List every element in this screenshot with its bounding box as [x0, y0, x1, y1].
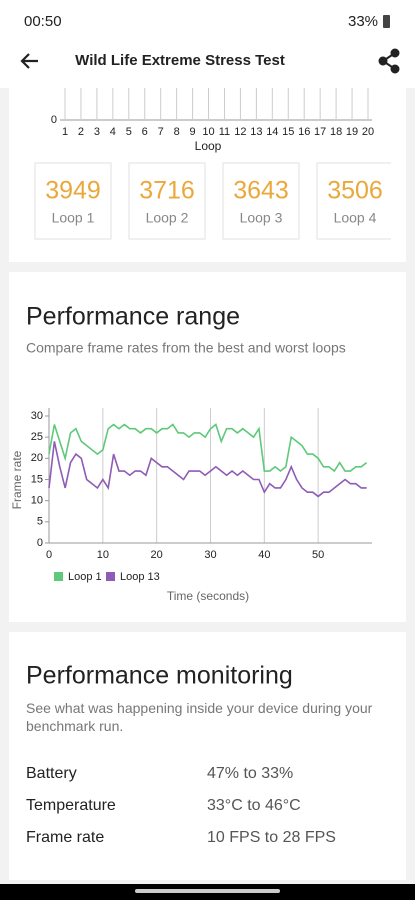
- y-tick-label: 5: [37, 516, 43, 528]
- loop-label: Loop 2: [146, 210, 189, 226]
- x-tick-label: 4: [110, 126, 116, 138]
- row-value: 10 FPS to 28 FPS: [207, 829, 336, 846]
- row-value: 47% to 33%: [207, 765, 293, 782]
- series-line: [48, 423, 368, 473]
- x-tick-label: 3: [94, 126, 100, 138]
- x-tick-label: 12: [234, 126, 246, 138]
- x-tick-label: 5: [126, 126, 132, 138]
- x-tick-label: 30: [204, 549, 216, 561]
- x-tick-label: 14: [266, 126, 278, 138]
- x-tick-label: 15: [282, 126, 294, 138]
- y-axis-label: Frame rate: [10, 450, 24, 509]
- x-tick-label: 1: [62, 126, 68, 138]
- header-bg: [0, 0, 415, 88]
- loop-score: 3949: [45, 177, 101, 205]
- y-tick-label: 15: [31, 473, 43, 485]
- y-tick-label: 0: [37, 537, 43, 549]
- x-tick-label: 10: [97, 549, 109, 561]
- y-tick-label: 0: [51, 114, 57, 126]
- loop-card: [316, 162, 394, 240]
- x-tick-label: 19: [346, 126, 358, 138]
- loop-label: Loop 4: [334, 210, 377, 226]
- y-tick-label: 25: [31, 431, 43, 443]
- x-tick-label: 0: [46, 549, 52, 561]
- legend-swatch: [54, 572, 63, 581]
- y-tick-label: 10: [31, 495, 43, 507]
- x-tick-label: 40: [258, 549, 270, 561]
- card-fade: [391, 160, 406, 242]
- battery-icon: [383, 15, 390, 28]
- y-tick-label: 20: [31, 452, 43, 464]
- status-time: 00:50: [24, 13, 62, 30]
- monitoring-card: [9, 632, 406, 880]
- loop-card: [34, 162, 112, 240]
- x-tick-label: 13: [250, 126, 262, 138]
- loop-score: 3643: [233, 177, 289, 205]
- row-label: Temperature: [26, 797, 116, 814]
- x-tick-label: 20: [151, 549, 163, 561]
- x-axis-label: Time (seconds): [167, 589, 249, 603]
- x-tick-label: 6: [142, 126, 148, 138]
- share-button[interactable]: [378, 48, 400, 74]
- section-subtitle: Compare frame rates from the best and wo…: [26, 340, 346, 356]
- loop-label: Loop 1: [52, 210, 95, 226]
- y-tick-label: 30: [31, 410, 43, 422]
- monitoring-description: See what was happening inside your devic…: [26, 700, 373, 734]
- x-tick-label: 8: [174, 126, 180, 138]
- x-tick-label: 20: [362, 126, 374, 138]
- x-tick-label: 9: [190, 126, 196, 138]
- header-title: Wild Life Extreme Stress Test: [75, 52, 285, 69]
- x-tick-label: 7: [158, 126, 164, 138]
- series-line: [48, 441, 367, 498]
- row-label: Frame rate: [26, 829, 104, 846]
- x-tick-label: 10: [202, 126, 214, 138]
- x-axis-label: Loop: [195, 139, 222, 153]
- section-title: Performance range: [26, 303, 240, 331]
- loop-score: 3506: [327, 177, 383, 205]
- x-tick-label: 18: [330, 126, 342, 138]
- row-value: 33°C to 46°C: [207, 797, 301, 814]
- section-title: Performance monitoring: [26, 662, 293, 690]
- loop-score: 3716: [139, 177, 195, 205]
- x-tick-label: 11: [219, 126, 230, 138]
- legend-label: Loop 13: [120, 571, 160, 583]
- range-card: [9, 272, 406, 622]
- home-handle[interactable]: [135, 889, 280, 893]
- row-label: Battery: [26, 765, 77, 782]
- loop-card: [128, 162, 206, 240]
- x-tick-label: 16: [298, 126, 310, 138]
- loop-card: [222, 162, 300, 240]
- x-tick-label: 2: [78, 126, 84, 138]
- x-tick-label: 17: [314, 126, 326, 138]
- back-button[interactable]: [20, 53, 38, 69]
- legend-label: Loop 1: [68, 571, 102, 583]
- legend-swatch: [106, 572, 115, 581]
- loop-label: Loop 3: [240, 210, 283, 226]
- status-battery: 33%: [348, 13, 378, 30]
- x-tick-label: 50: [312, 549, 324, 561]
